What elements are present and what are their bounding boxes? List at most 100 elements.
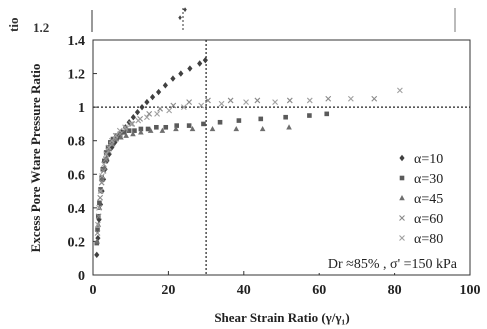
data-point <box>144 98 150 106</box>
data-point <box>218 100 225 107</box>
data-point <box>147 127 154 133</box>
data-point <box>139 103 145 111</box>
cropped-tick-label: 1.2 <box>33 20 49 35</box>
data-point <box>130 114 136 121</box>
x-tick-label: 100 <box>460 283 481 298</box>
data-point <box>170 102 177 109</box>
cropped-marker: ♦ <box>183 5 187 14</box>
data-point <box>166 107 173 114</box>
data-point <box>186 123 192 128</box>
annotation-background <box>288 253 468 273</box>
data-point <box>118 134 124 140</box>
data-point <box>209 125 216 132</box>
data-point <box>236 118 242 123</box>
data-point <box>129 121 136 127</box>
data-point <box>94 230 101 236</box>
data-point <box>259 125 266 132</box>
reference-lines <box>93 40 470 275</box>
data-point <box>202 56 208 64</box>
y-tick-label: 0.6 <box>68 168 86 183</box>
data-point <box>371 95 378 102</box>
data-point <box>347 95 354 102</box>
y-axis-title: Excess Pore Wtare Pressure Ratio <box>28 64 43 253</box>
data-point <box>116 127 123 134</box>
data-point <box>233 125 240 132</box>
series-1 <box>94 56 208 259</box>
data-point <box>325 95 332 102</box>
data-point <box>173 125 179 132</box>
data-point <box>135 117 142 124</box>
data-point <box>157 105 163 112</box>
cropped-marker: ♦ <box>178 13 182 22</box>
data-point <box>307 113 312 118</box>
data-point <box>126 128 132 133</box>
data-point <box>102 156 109 163</box>
data-point <box>96 204 102 211</box>
legend-label: α=60 <box>414 212 443 227</box>
data-point <box>97 194 104 201</box>
plot-area <box>92 39 471 276</box>
data-point <box>154 110 160 117</box>
y-tick-label: 0.2 <box>68 235 86 250</box>
legend-marker <box>399 195 405 201</box>
data-point <box>138 126 144 132</box>
legend-label: α=30 <box>414 172 443 187</box>
data-point <box>97 200 102 206</box>
data-point <box>122 124 128 131</box>
data-point <box>130 131 136 137</box>
data-point <box>106 150 112 158</box>
x-tick-label: 20 <box>161 283 175 298</box>
legend-label: α=80 <box>414 232 443 247</box>
data-point <box>94 238 100 244</box>
plot-frame <box>92 39 471 276</box>
legend-marker <box>399 175 405 181</box>
data-point <box>99 173 105 179</box>
data-point <box>227 97 234 104</box>
y-tick-label: 0.8 <box>68 135 86 150</box>
data-point <box>112 139 118 146</box>
data-point <box>105 144 112 151</box>
data-point <box>324 111 330 117</box>
y-tick-label: 1.4 <box>68 34 86 49</box>
data-point <box>162 82 168 89</box>
data-point <box>180 104 187 111</box>
data-point <box>159 127 166 133</box>
annotation-box: Dr ≈85% , σ' =150 kPa <box>288 253 468 273</box>
data-point <box>101 161 107 168</box>
data-point <box>217 119 223 125</box>
data-point <box>201 121 206 127</box>
data-point <box>187 65 193 72</box>
y-tick-label: 0 <box>78 269 85 284</box>
data-point <box>144 114 150 121</box>
legend-label: α=45 <box>414 192 443 207</box>
data-point <box>170 75 176 82</box>
annotation-text: Dr ≈85% , σ' =150 kPa <box>328 257 458 272</box>
legend-marker <box>399 215 405 221</box>
data-point <box>243 99 249 105</box>
data-point <box>97 188 104 194</box>
data-point <box>286 124 292 130</box>
data-point <box>112 132 119 139</box>
data-point <box>99 175 104 180</box>
y-tick-label: 1.2 <box>68 68 86 83</box>
data-point <box>174 123 179 128</box>
data-point <box>272 99 278 105</box>
data-point <box>205 97 211 104</box>
x-tick-label: 80 <box>388 283 402 298</box>
data-series <box>94 56 403 259</box>
series-4 <box>94 95 378 236</box>
x-axis-title: Shear Strain Ratio (γ/γ₁) <box>214 310 349 325</box>
y-tick-label: 1 <box>78 101 85 116</box>
data-point <box>100 168 107 174</box>
data-point <box>132 128 137 133</box>
x-tick-label: 0 <box>90 283 97 298</box>
data-point <box>123 132 129 138</box>
cropped-axis-label: tio <box>6 18 21 32</box>
data-point <box>286 97 293 104</box>
data-point <box>155 88 162 96</box>
x-tick-label: 40 <box>237 283 251 298</box>
data-point <box>98 179 105 186</box>
data-point <box>138 129 144 135</box>
x-tick-label: 60 <box>312 283 326 298</box>
legend: α=10 α=30 α=45 α=60 α=80 <box>399 152 443 247</box>
